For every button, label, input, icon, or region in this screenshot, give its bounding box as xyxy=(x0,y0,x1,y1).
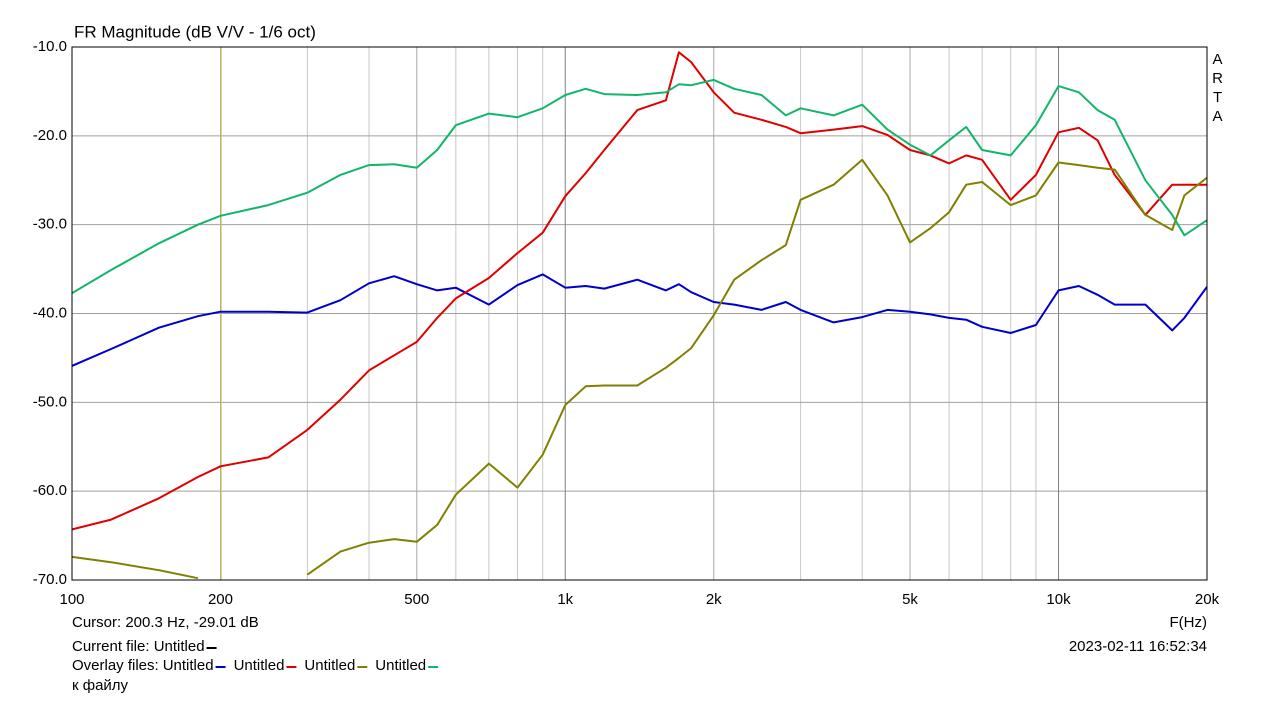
y-tick-label: -20.0 xyxy=(33,127,67,144)
x-axis-label: F(Hz) xyxy=(1170,614,1208,631)
overlay-label: Overlay files: xyxy=(72,657,159,674)
x-tick-label: 5k xyxy=(902,591,918,608)
x-tick-label: 2k xyxy=(706,591,722,608)
y-tick-label: -40.0 xyxy=(33,304,67,321)
series-line xyxy=(72,78,1207,294)
chart-title: FR Magnitude (dB V/V - 1/6 oct) xyxy=(74,22,316,41)
x-tick-label: 1k xyxy=(557,591,573,608)
legend-label: Untitled xyxy=(163,657,214,674)
x-tick-label: 500 xyxy=(404,591,429,608)
series-line xyxy=(72,273,1207,367)
y-tick-label: -70.0 xyxy=(33,571,67,588)
legend-label: Untitled xyxy=(304,657,355,674)
x-tick-label: 20k xyxy=(1195,591,1220,608)
x-tick-label: 100 xyxy=(59,591,84,608)
current-file: Current file: Untitled xyxy=(72,638,205,655)
plot-area xyxy=(72,51,1207,580)
timestamp: 2023-02-11 16:52:34 xyxy=(1069,638,1207,655)
x-tick-label: 200 xyxy=(208,591,233,608)
side-label: ARTA xyxy=(1209,51,1226,127)
x-tick-label: 10k xyxy=(1046,591,1071,608)
series-line xyxy=(72,51,1207,531)
y-tick-label: -30.0 xyxy=(33,216,67,233)
plot-frame xyxy=(71,46,1208,581)
legend-label: Untitled xyxy=(234,657,285,674)
note: к файлу xyxy=(72,677,129,694)
cursor-readout: Cursor: 200.3 Hz, -29.01 dB xyxy=(72,614,259,631)
y-tick-label: -10.0 xyxy=(33,38,67,55)
series-line xyxy=(72,158,1207,580)
legend-label: Untitled xyxy=(375,657,426,674)
y-tick-label: -50.0 xyxy=(33,393,67,410)
y-tick-label: -60.0 xyxy=(33,482,67,499)
